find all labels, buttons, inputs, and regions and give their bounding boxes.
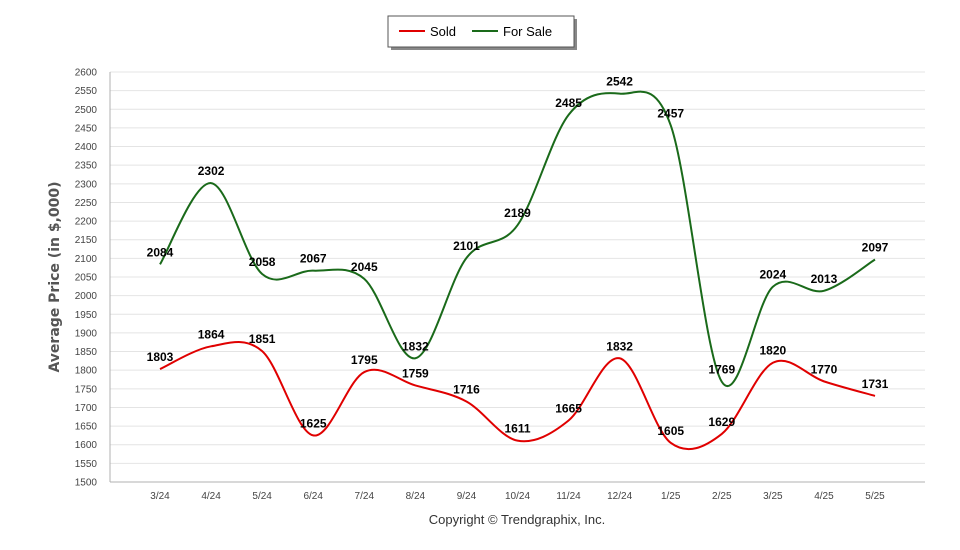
y-tick-label-2500: 2500 (75, 105, 98, 116)
y-tick-label-1750: 1750 (75, 384, 98, 395)
data-label-for-sale-11-24: 2485 (555, 96, 582, 110)
x-tick-label-3-24: 3/24 (150, 491, 170, 502)
data-label-for-sale-3-25: 2024 (760, 268, 787, 282)
y-axis-ticks: 1500 1550 1600 1650 1700 1750 1800 1850 1900 1950… (75, 68, 98, 489)
y-tick-label-1600: 1600 (75, 440, 98, 451)
data-label-for-sale-7-24: 2045 (351, 260, 378, 274)
data-label-for-sale-1-25: 2457 (657, 106, 684, 120)
y-tick-label-2350: 2350 (75, 161, 98, 172)
data-label-sold-4-25: 1770 (811, 362, 838, 376)
data-label-for-sale-3-24: 2084 (147, 245, 174, 259)
data-label-sold-10-24: 1611 (504, 422, 530, 436)
y-tick-label-2600: 2600 (75, 68, 98, 79)
y-tick-label-1700: 1700 (75, 403, 98, 414)
copyright-text: Copyright © Trendgraphix, Inc. (429, 512, 606, 527)
y-tick-label-1650: 1650 (75, 422, 98, 433)
legend: Sold For Sale (387, 15, 577, 50)
data-label-sold-5-24: 1851 (249, 332, 276, 346)
data-label-sold-2-25: 1629 (708, 415, 735, 429)
y-tick-label-1500: 1500 (75, 478, 98, 489)
x-tick-label-9-24: 9/24 (457, 491, 477, 502)
x-tick-label-5-25: 5/25 (865, 491, 885, 502)
y-tick-label-2150: 2150 (75, 235, 98, 246)
y-tick-label-2100: 2100 (75, 254, 98, 265)
data-label-for-sale-4-25: 2013 (811, 272, 838, 286)
y-tick-label-1950: 1950 (75, 310, 98, 321)
data-label-for-sale-9-24: 2101 (453, 239, 480, 253)
legend-label-for-sale: For Sale (503, 24, 552, 39)
series-line-sold (159, 341, 876, 451)
data-label-for-sale-2-25: 1769 (708, 363, 735, 377)
grid-lines (110, 71, 925, 483)
y-tick-label-1900: 1900 (75, 328, 98, 339)
x-tick-label-11-24: 11/24 (556, 491, 581, 502)
y-tick-label-2550: 2550 (75, 86, 98, 97)
data-label-sold-4-24: 1864 (198, 327, 225, 341)
x-tick-label-4-25: 4/25 (814, 491, 834, 502)
y-tick-label-2000: 2000 (75, 291, 98, 302)
data-label-sold-1-25: 1605 (657, 424, 684, 438)
data-label-for-sale-10-24: 2189 (504, 206, 531, 220)
data-label-for-sale-5-25: 2097 (862, 240, 889, 254)
series-lines (159, 90, 876, 451)
data-label-for-sale-6-24: 2067 (300, 252, 327, 266)
data-label-sold-8-24: 1759 (402, 366, 429, 380)
axes (109, 72, 925, 483)
x-tick-label-12-24: 12/24 (607, 491, 632, 502)
y-tick-label-1550: 1550 (75, 459, 98, 470)
data-label-sold-11-24: 1665 (555, 402, 582, 416)
legend-label-sold: Sold (430, 24, 456, 39)
y-tick-label-2400: 2400 (75, 142, 98, 153)
x-tick-label-4-24: 4/24 (201, 491, 221, 502)
data-label-sold-3-25: 1820 (760, 344, 787, 358)
data-label-sold-12-24: 1832 (606, 339, 633, 353)
y-tick-label-2250: 2250 (75, 198, 98, 209)
x-tick-label-5-24: 5/24 (252, 491, 272, 502)
data-label-sold-6-24: 1625 (300, 416, 327, 430)
data-label-for-sale-4-24: 2302 (198, 164, 225, 178)
y-tick-label-2050: 2050 (75, 273, 98, 284)
y-tick-label-1800: 1800 (75, 366, 98, 377)
data-label-for-sale-5-24: 2058 (249, 255, 276, 269)
x-tick-label-8-24: 8/24 (406, 491, 426, 502)
y-tick-label-2450: 2450 (75, 123, 98, 134)
data-label-for-sale-8-24: 1832 (402, 339, 429, 353)
data-label-sold-7-24: 1795 (351, 353, 378, 367)
y-tick-label-2300: 2300 (75, 179, 98, 190)
data-label-sold-5-25: 1731 (862, 377, 889, 391)
data-label-for-sale-12-24: 2542 (606, 75, 633, 89)
data-label-sold-3-24: 1803 (147, 350, 174, 364)
y-tick-label-1850: 1850 (75, 347, 98, 358)
x-axis-ticks: 3/24 4/24 5/24 6/24 7/24 8/24 9/24 10/24 11/24 12… (150, 491, 885, 502)
y-axis-label: Average Price (in $,000) (47, 181, 63, 372)
data-label-sold-9-24: 1716 (453, 382, 480, 396)
x-tick-label-3-25: 3/25 (763, 491, 783, 502)
data-labels: 1803 1864 1851 1625 1795 1759 1716 1611 1665 1832… (147, 75, 889, 438)
x-tick-label-7-24: 7/24 (355, 491, 375, 502)
x-tick-label-10-24: 10/24 (505, 491, 530, 502)
x-tick-label-6-24: 6/24 (303, 491, 323, 502)
x-tick-label-2-25: 2/25 (712, 491, 732, 502)
y-tick-label-2200: 2200 (75, 217, 98, 228)
series-line-for-sale (159, 90, 876, 387)
x-tick-label-1-25: 1/25 (661, 491, 681, 502)
